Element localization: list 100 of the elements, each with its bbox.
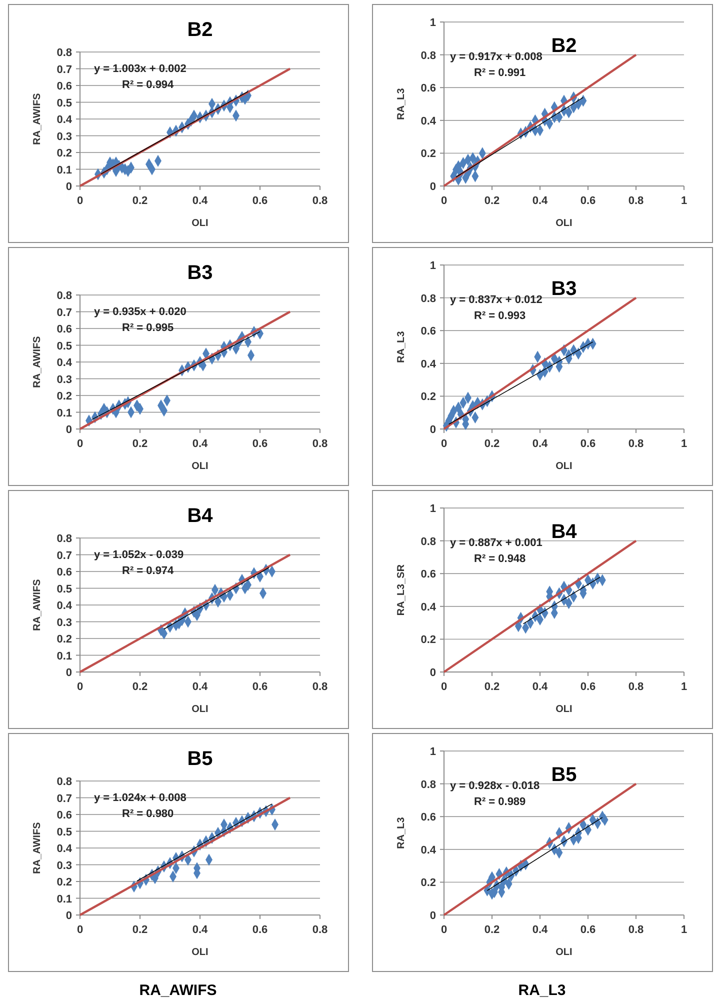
x-tick-label: 0.2 — [484, 195, 500, 207]
text: B2 — [551, 35, 577, 57]
y-tick-label: 0.4 — [420, 844, 437, 856]
x-tick-label: 0 — [440, 924, 448, 936]
x-tick-label: 0.2 — [132, 195, 148, 207]
y-tick-label: 0.2 — [420, 634, 436, 646]
x-tick-label: 1 — [680, 924, 688, 936]
x-tick-label: 0.6 — [252, 924, 268, 936]
x-tick-label: 0.4 — [532, 681, 549, 693]
y-tick-label: 0.7 — [56, 306, 72, 319]
x-tick-label: 0.8 — [628, 924, 644, 936]
x-axis-title: OLI — [192, 461, 209, 472]
x-tick-label: 0.4 — [532, 195, 549, 207]
y-tick-label: 0.6 — [56, 810, 72, 822]
y-tick-label: 0.6 — [56, 324, 72, 336]
x-tick-label: 0 — [440, 681, 448, 693]
y-tick-label: 0.3 — [56, 616, 72, 629]
x-axis-title: OLI — [556, 218, 573, 229]
x-tick-label: 0.8 — [628, 195, 644, 207]
y-tick-label: 0.7 — [56, 792, 72, 805]
annotation: y = 1.052x - 0.039 — [94, 549, 184, 561]
y-tick-label: 0.8 — [420, 778, 436, 791]
annotation: R² = 0.995 — [122, 322, 174, 334]
x-tick-label: 0.4 — [532, 438, 549, 450]
y-tick-label: 0.1 — [56, 650, 72, 662]
y-tick-label: 0 — [66, 424, 72, 436]
y-tick-label: 0.5 — [56, 97, 72, 110]
y-tick-label: 0.2 — [56, 876, 72, 888]
y-tick-label: 0.1 — [56, 407, 72, 420]
x-tick-label: 1 — [680, 438, 688, 450]
x-tick-label: 0.4 — [532, 924, 549, 936]
y-tick-label: 0.2 — [56, 148, 72, 160]
y-tick-label: 0.3 — [56, 374, 72, 386]
x-tick-label: 0.8 — [628, 438, 644, 450]
annotation: R² = 0.948 — [474, 553, 526, 565]
chart-title: B4 — [187, 505, 214, 527]
y-tick-label: 0 — [430, 910, 436, 922]
y-tick-label: 0.8 — [56, 47, 72, 59]
y-tick-label: 0.7 — [56, 550, 72, 562]
y-axis-title: RA_L3 — [396, 88, 407, 120]
x-tick-label: 0.8 — [312, 681, 328, 693]
y-tick-label: 0.8 — [56, 290, 72, 302]
y-tick-label: 0.2 — [420, 148, 436, 160]
chart-title: B3 — [187, 262, 213, 284]
y-axis-title: RA_L3 — [396, 816, 407, 849]
x-axis-title: OLI — [556, 704, 573, 715]
text: B4 — [551, 521, 578, 543]
x-tick-label: 0.2 — [484, 924, 500, 936]
x-tick-label: 0.8 — [312, 924, 328, 936]
y-tick-label: 0.2 — [420, 391, 436, 404]
y-tick-label: 1 — [430, 17, 436, 29]
x-axis-title: OLI — [556, 947, 573, 958]
x-tick-label: 0.6 — [252, 681, 268, 693]
y-tick-label: 0.6 — [420, 568, 436, 581]
y-tick-label: 0.8 — [420, 292, 436, 305]
y-tick-label: 0 — [66, 667, 72, 679]
y-tick-label: 0.6 — [420, 326, 436, 338]
x-tick-label: 0.4 — [192, 681, 209, 693]
x-tick-label: 0.6 — [580, 438, 596, 450]
y-tick-label: 0.8 — [56, 776, 72, 788]
x-tick-label: 0.8 — [312, 438, 328, 450]
text: RA_L3 — [518, 982, 566, 999]
x-tick-label: 0.2 — [132, 681, 148, 693]
y-tick-label: 0.4 — [420, 601, 437, 614]
x-axis-title: OLI — [192, 704, 209, 715]
y-tick-label: 0.7 — [56, 64, 72, 76]
annotation: y = 0.837x + 0.012 — [450, 294, 542, 306]
x-tick-label: 0 — [440, 438, 448, 450]
annotation: y = 1.003x + 0.002 — [94, 63, 186, 75]
y-axis-title: RA_L3 — [396, 330, 407, 363]
y-tick-label: 0 — [66, 910, 72, 922]
y-tick-label: 0.6 — [420, 812, 436, 824]
y-tick-label: 0.5 — [56, 340, 72, 352]
x-tick-label: 0.4 — [192, 438, 209, 450]
y-tick-label: 1 — [430, 746, 436, 758]
y-tick-label: 0.4 — [420, 358, 437, 370]
y-tick-label: 1 — [430, 260, 436, 272]
annotation: y = 1.024x + 0.008 — [94, 792, 186, 804]
x-tick-label: 0.8 — [312, 195, 328, 207]
y-axis-title: RA_AWIFS — [32, 92, 43, 145]
x-tick-label: 0.8 — [628, 681, 644, 693]
y-tick-label: 0.5 — [56, 583, 72, 596]
x-tick-label: 0 — [440, 195, 448, 207]
x-tick-label: 0.2 — [132, 924, 148, 936]
y-tick-label: 0.4 — [420, 115, 437, 128]
annotation: R² = 0.991 — [474, 67, 526, 79]
y-tick-label: 0.8 — [420, 50, 436, 62]
x-tick-label: 0.2 — [484, 438, 500, 450]
text: RA_AWIFS — [139, 982, 217, 999]
x-tick-label: 0 — [76, 681, 84, 693]
x-tick-label: 0.6 — [580, 681, 596, 693]
annotation: y = 0.887x + 0.001 — [450, 537, 542, 549]
x-tick-label: 0 — [76, 924, 84, 936]
y-tick-label: 0 — [430, 667, 436, 679]
y-tick-label: 0 — [430, 424, 436, 436]
x-tick-label: 0.2 — [484, 681, 500, 693]
annotation: y = 0.935x + 0.020 — [94, 306, 186, 318]
y-tick-label: 0.6 — [56, 80, 72, 92]
y-axis-title: RA_AWIFS — [32, 336, 43, 388]
y-tick-label: 0 — [430, 181, 436, 193]
